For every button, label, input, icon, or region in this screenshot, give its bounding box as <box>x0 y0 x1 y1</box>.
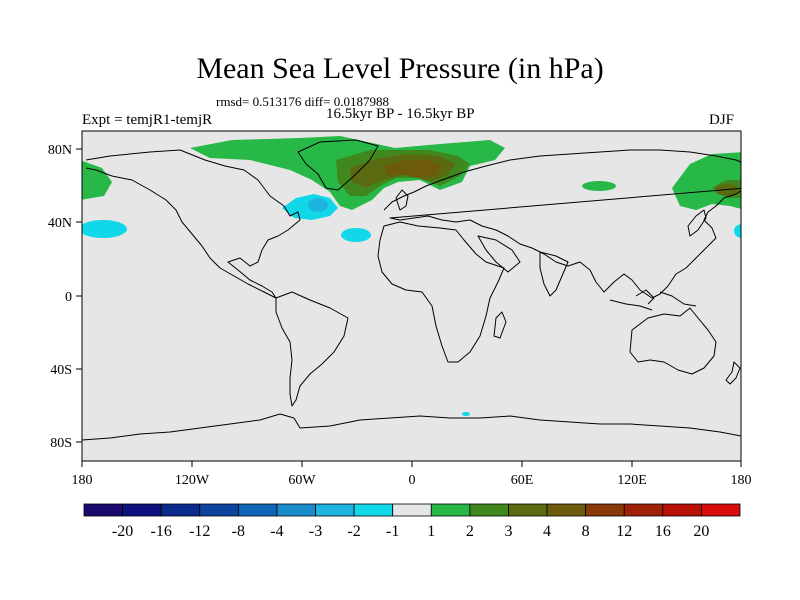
colorbar-labels: -20 -16 -12 -8 -4 -3 -2 -1 1 2 3 4 8 12 16 20 <box>112 523 709 540</box>
colorbar-label-10: 3 <box>504 523 512 540</box>
lat-label-80n: 80N <box>48 143 72 158</box>
period-label: 16.5kyr BP - 16.5kyr BP <box>326 106 475 122</box>
anomaly-minus2-nw-atlantic <box>308 198 328 212</box>
colorbar-label-12: 8 <box>582 523 590 540</box>
coastlines <box>82 139 741 441</box>
anomaly-positive-central-asia <box>582 181 616 191</box>
colorbar-box-15 <box>662 503 702 517</box>
colorbar-box-5 <box>276 503 316 517</box>
colorbar-box-16 <box>701 503 741 517</box>
colorbar-box-14 <box>623 503 664 517</box>
colorbar-box-4 <box>237 503 278 517</box>
axis-ticks <box>76 148 742 467</box>
colorbar-label-11: 4 <box>543 523 551 540</box>
colorbar-label-5: -3 <box>309 523 322 540</box>
colorbar <box>83 503 741 517</box>
colorbar-box-1 <box>122 503 162 517</box>
colorbar-label-8: 1 <box>427 523 435 540</box>
colorbar-label-2: -12 <box>189 523 210 540</box>
rmsd-diff-stats: rmsd= 0.513176 diff= 0.0187988 <box>216 94 389 109</box>
coast-indonesia <box>609 289 697 311</box>
colorbar-label-4: -4 <box>270 523 283 540</box>
colorbar-label-7: -1 <box>386 523 399 540</box>
coast-india <box>539 251 569 297</box>
colorbar-box-13 <box>585 503 625 517</box>
coast-japan <box>687 209 707 237</box>
lat-label-80s: 80S <box>50 436 72 451</box>
lon-label-60w: 60W <box>288 473 316 488</box>
coast-madagascar <box>493 311 507 339</box>
colorbar-box-8 <box>392 503 432 517</box>
colorbar-label-9: 2 <box>466 523 474 540</box>
lon-label-60e: 60E <box>511 473 534 488</box>
coast-australia <box>629 307 717 375</box>
coast-south-america <box>275 291 349 407</box>
colorbar-box-12 <box>546 503 587 517</box>
lon-label-0: 0 <box>409 473 416 488</box>
anomaly-negative-mid-atlantic <box>341 228 371 242</box>
anomaly-negative-east-edge <box>734 224 741 238</box>
lat-label-40s: 40S <box>50 363 72 378</box>
lon-label-180e: 180 <box>731 473 752 488</box>
anomaly-positive-west-edge <box>82 160 112 200</box>
colorbar-label-13: 12 <box>616 523 632 540</box>
colorbar-label-1: -16 <box>151 523 172 540</box>
colorbar-box-2 <box>160 503 201 517</box>
lat-label-40n: 40N <box>48 216 72 231</box>
anomaly-negative-southern-ocean <box>462 412 470 416</box>
coast-eurasia <box>383 149 741 299</box>
lon-label-180w: 180 <box>72 473 93 488</box>
colorbar-label-0: -20 <box>112 523 133 540</box>
experiment-label: Expt = temjR1-temjR <box>82 112 213 128</box>
colorbar-box-9 <box>430 503 471 517</box>
map-title: Mean Sea Level Pressure (in hPa) <box>196 52 604 85</box>
coast-new-zealand <box>725 361 741 385</box>
colorbar-box-11 <box>508 503 548 517</box>
colorbar-label-3: -8 <box>232 523 245 540</box>
lon-label-120e: 120E <box>617 473 647 488</box>
anomaly-negative-north-pacific <box>82 220 127 238</box>
colorbar-box-3 <box>199 503 239 517</box>
lat-label-0: 0 <box>65 290 72 305</box>
coast-british-isles <box>395 189 409 211</box>
colorbar-box-6 <box>315 503 355 517</box>
coast-arabia <box>477 235 521 273</box>
coast-greenland <box>297 139 379 191</box>
season-label: DJF <box>709 112 735 128</box>
map-background <box>82 131 741 461</box>
anomaly-fields <box>82 136 741 441</box>
colorbar-label-6: -2 <box>347 523 360 540</box>
lon-label-120w: 120W <box>175 473 210 488</box>
coast-africa <box>377 221 505 363</box>
colorbar-label-15: 20 <box>693 523 709 540</box>
colorbar-box-10 <box>469 503 509 517</box>
colorbar-label-14: 16 <box>655 523 671 540</box>
coast-north-america <box>85 149 301 299</box>
colorbar-box-7 <box>353 503 394 517</box>
coast-antarctica <box>82 413 741 441</box>
anomaly-plus8-region <box>384 160 442 178</box>
colorbar-box-0 <box>83 503 123 517</box>
